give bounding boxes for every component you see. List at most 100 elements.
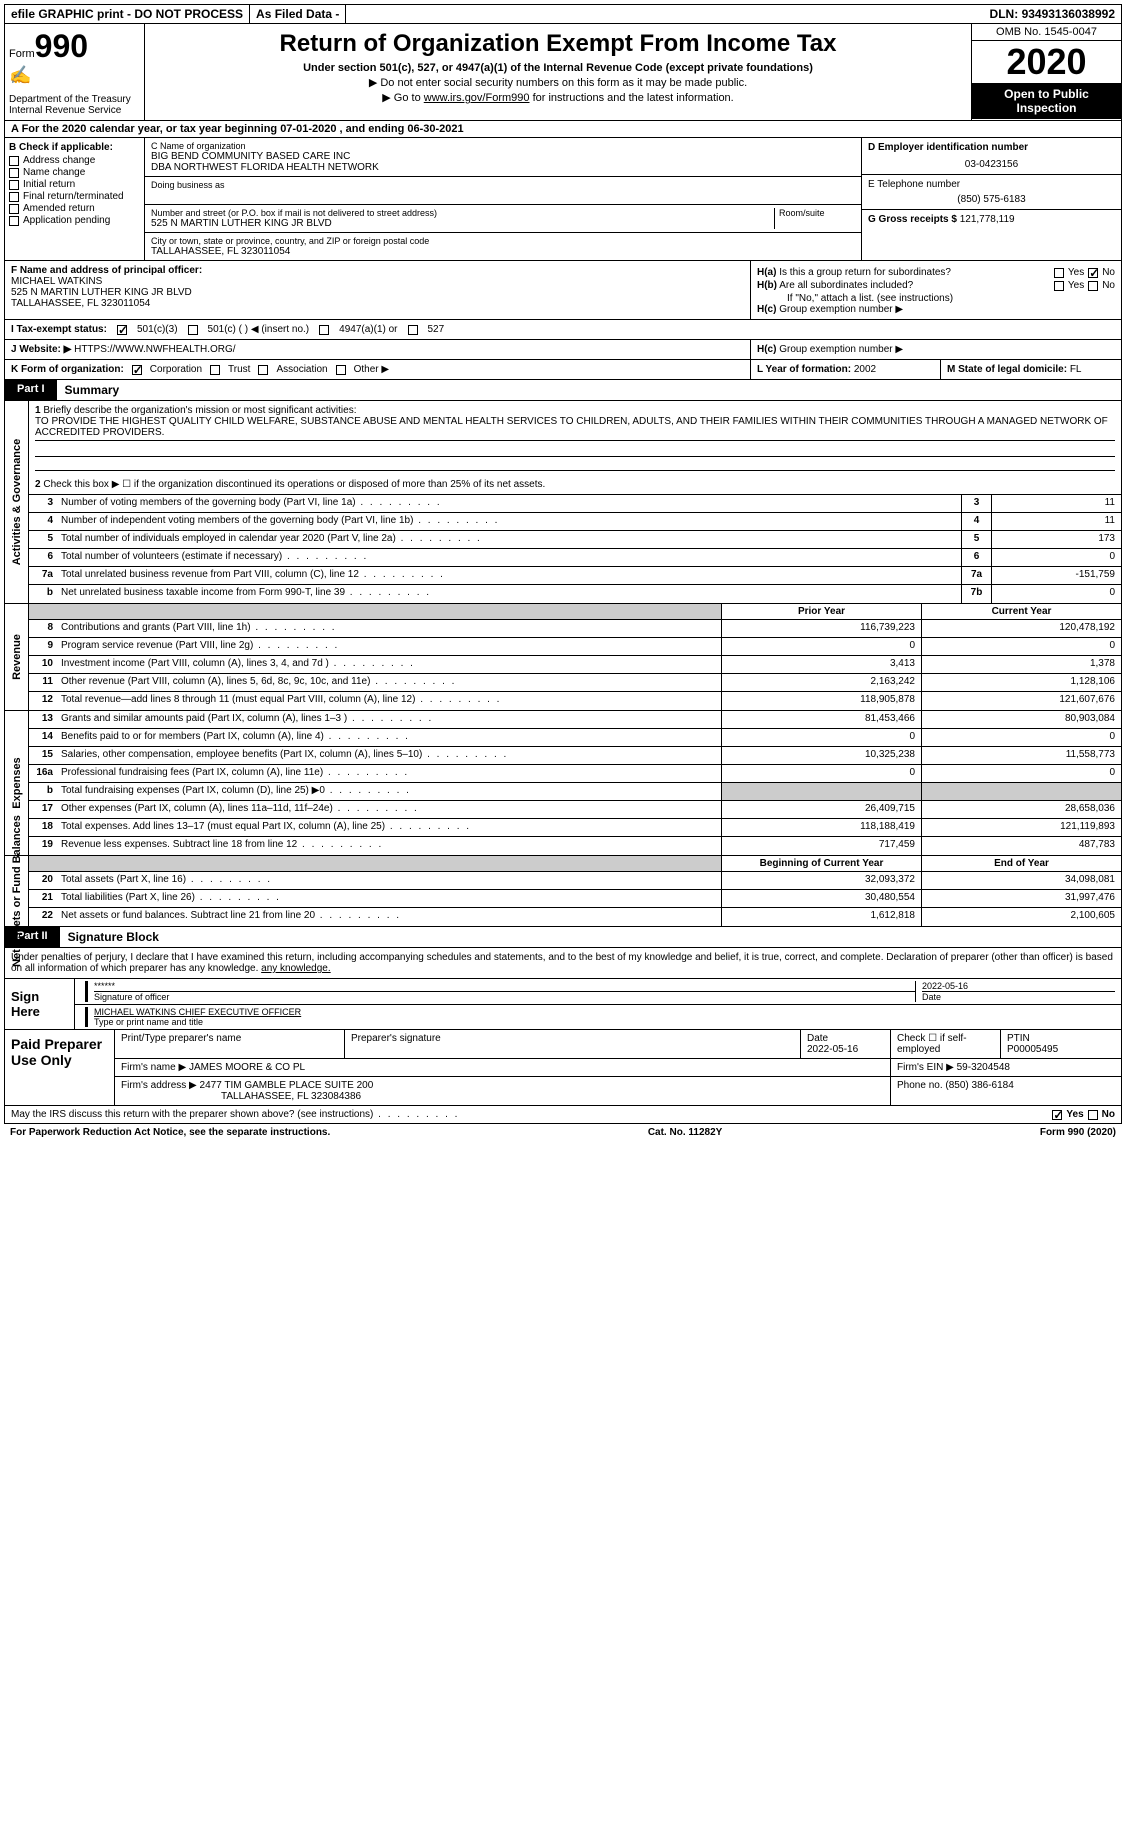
gross-receipts-value: 121,778,119	[960, 214, 1015, 225]
table-row: 19 Revenue less expenses. Subtract line …	[29, 837, 1121, 855]
irs-link[interactable]: www.irs.gov/Form990	[424, 92, 530, 104]
checkbox-trust[interactable]	[210, 365, 220, 375]
irs-discuss-question: May the IRS discuss this return with the…	[11, 1109, 459, 1120]
checkbox-corporation[interactable]	[132, 365, 142, 375]
checkbox-hb-yes[interactable]	[1054, 281, 1064, 291]
line2-text: Check this box ▶ ☐ if the organization d…	[43, 479, 545, 490]
prior-year-header: Prior Year	[721, 604, 921, 619]
row-a-tax-year: A For the 2020 calendar year, or tax yea…	[4, 121, 1122, 138]
org-name-1: BIG BEND COMMUNITY BASED CARE INC	[151, 151, 855, 162]
checkbox-4947[interactable]	[319, 325, 329, 335]
row-k: K Form of organization: Corporation Trus…	[4, 360, 1122, 380]
table-row: 20 Total assets (Part X, line 16) 32,093…	[29, 872, 1121, 890]
side-label-net: Net Assets or Fund Balances	[5, 856, 29, 926]
hb-note: If "No," attach a list. (see instruction…	[757, 293, 1115, 304]
checkbox-initial-return[interactable]	[9, 180, 19, 190]
omb-number: OMB No. 1545-0047	[972, 24, 1121, 41]
part1-title: Summary	[57, 380, 128, 400]
row-j: J Website: ▶ HTTPS://WWW.NWFHEALTH.ORG/ …	[4, 340, 1122, 360]
firm-ein: 59-3204548	[957, 1062, 1010, 1073]
checkbox-527[interactable]	[408, 325, 418, 335]
preparer-title: Paid Preparer Use Only	[5, 1030, 115, 1105]
checkbox-application-pending[interactable]	[9, 216, 19, 226]
row-i-tax-status: I Tax-exempt status: 501(c)(3) 501(c) ( …	[4, 320, 1122, 340]
org-name-label: C Name of organization	[151, 141, 855, 151]
net-assets-section: Net Assets or Fund Balances Beginning of…	[4, 856, 1122, 927]
name-title-label: Type or print name and title	[94, 1017, 1115, 1027]
year-formation: 2002	[854, 364, 876, 375]
sig-officer-label: Signature of officer	[94, 991, 915, 1002]
side-label-revenue: Revenue	[5, 604, 29, 710]
mission-label: Briefly describe the organization's miss…	[43, 405, 356, 416]
form-subtitle: Under section 501(c), 527, or 4947(a)(1)…	[151, 62, 965, 74]
street-value: 525 N MARTIN LUTHER KING JR BLVD	[151, 218, 770, 229]
table-row: 22 Net assets or fund balances. Subtract…	[29, 908, 1121, 926]
firm-addr2: TALLAHASSEE, FL 323084386	[221, 1091, 361, 1102]
expenses-section: Expenses 13 Grants and similar amounts p…	[4, 711, 1122, 856]
table-row: 3 Number of voting members of the govern…	[29, 495, 1121, 513]
checkbox-name-change[interactable]	[9, 168, 19, 178]
officer-label: F Name and address of principal officer:	[11, 265, 744, 276]
state-domicile: FL	[1070, 364, 1082, 375]
checkbox-final-return[interactable]	[9, 192, 19, 202]
table-row: 11 Other revenue (Part VIII, column (A),…	[29, 674, 1121, 692]
ein-value: 03-0423156	[868, 159, 1115, 170]
end-year-header: End of Year	[921, 856, 1121, 871]
ptin-value: P00005495	[1007, 1044, 1058, 1055]
table-row: 5 Total number of individuals employed i…	[29, 531, 1121, 549]
col-h-group: H(a) Is this a group return for subordin…	[751, 261, 1121, 319]
form-note2: ▶ Go to www.irs.gov/Form990 for instruct…	[151, 91, 965, 104]
table-row: 12 Total revenue—add lines 8 through 11 …	[29, 692, 1121, 710]
dba-label: Doing business as	[151, 180, 855, 190]
checkbox-amended[interactable]	[9, 204, 19, 214]
table-row: 10 Investment income (Part VIII, column …	[29, 656, 1121, 674]
org-name-2: DBA NORTHWEST FLORIDA HEALTH NETWORK	[151, 162, 855, 173]
table-row: b Total fundraising expenses (Part IX, c…	[29, 783, 1121, 801]
table-row: 14 Benefits paid to or for members (Part…	[29, 729, 1121, 747]
irs-label: Internal Revenue Service	[9, 105, 140, 116]
checkbox-hb-no[interactable]	[1088, 281, 1098, 291]
firm-phone: (850) 386-6184	[945, 1080, 1013, 1091]
table-row: 4 Number of independent voting members o…	[29, 513, 1121, 531]
form-page-label: Form 990 (2020)	[1040, 1127, 1116, 1138]
checkbox-501c[interactable]	[188, 325, 198, 335]
cat-number: Cat. No. 11282Y	[648, 1127, 722, 1138]
table-row: 8 Contributions and grants (Part VIII, l…	[29, 620, 1121, 638]
officer-name: MICHAEL WATKINS	[11, 276, 744, 287]
table-row: 13 Grants and similar amounts paid (Part…	[29, 711, 1121, 729]
checkbox-address-change[interactable]	[9, 156, 19, 166]
city-label: City or town, state or province, country…	[151, 236, 855, 246]
preparer-block: Paid Preparer Use Only Print/Type prepar…	[4, 1030, 1122, 1106]
irs-discuss-row: May the IRS discuss this return with the…	[4, 1106, 1122, 1124]
form-990-page: efile GRAPHIC print - DO NOT PROCESS As …	[0, 0, 1126, 1145]
row-fh: F Name and address of principal officer:…	[4, 261, 1122, 320]
firm-name: JAMES MOORE & CO PL	[189, 1062, 305, 1073]
room-label: Room/suite	[779, 208, 855, 218]
form-number: 990	[35, 28, 88, 64]
hc-text: Group exemption number ▶	[779, 304, 903, 315]
beginning-year-header: Beginning of Current Year	[721, 856, 921, 871]
officer-name-title: MICHAEL WATKINS CHIEF EXECUTIVE OFFICER	[94, 1007, 1115, 1017]
table-row: 15 Salaries, other compensation, employe…	[29, 747, 1121, 765]
sig-date-label: Date	[922, 991, 1115, 1002]
sig-intro: Under penalties of perjury, I declare th…	[5, 948, 1121, 979]
checkbox-ha-no[interactable]	[1088, 268, 1098, 278]
checkbox-discuss-yes[interactable]	[1052, 1110, 1062, 1120]
checkbox-association[interactable]	[258, 365, 268, 375]
checkbox-501c3[interactable]	[117, 325, 127, 335]
sig-date: 2022-05-16	[922, 981, 1115, 991]
checkbox-discuss-no[interactable]	[1088, 1110, 1098, 1120]
hb-text: Are all subordinates included?	[779, 280, 913, 291]
header-right: OMB No. 1545-0047 2020 Open to Public In…	[971, 24, 1121, 120]
checkbox-ha-yes[interactable]	[1054, 268, 1064, 278]
col-f-officer: F Name and address of principal officer:…	[5, 261, 751, 319]
col-c-org-info: C Name of organization BIG BEND COMMUNIT…	[145, 138, 861, 260]
form-header: Form990 ✍ Department of the Treasury Int…	[4, 24, 1122, 121]
checkbox-other[interactable]	[336, 365, 346, 375]
open-public-badge: Open to Public Inspection	[972, 83, 1121, 119]
prep-date: 2022-05-16	[807, 1044, 858, 1055]
prep-sig-label: Preparer's signature	[345, 1030, 801, 1058]
mission-text: TO PROVIDE THE HIGHEST QUALITY CHILD WEL…	[35, 416, 1115, 441]
form-label: Form	[9, 48, 35, 60]
signature-block: Under penalties of perjury, I declare th…	[4, 948, 1122, 1030]
